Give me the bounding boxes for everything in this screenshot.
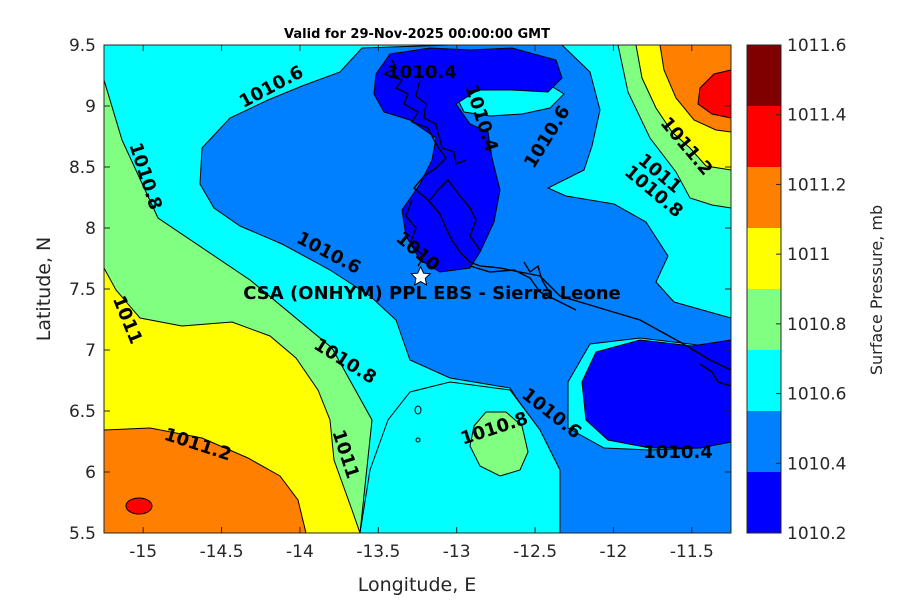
x-tick-label: -15 (129, 542, 157, 562)
coastline (382, 59, 731, 387)
y-axis-label: Latitude, N (33, 237, 55, 342)
x-tick-label: -13 (443, 542, 471, 562)
y-tick-label: 7 (85, 341, 96, 361)
island-1 (414, 405, 422, 415)
y-tick-label: 8.5 (69, 158, 96, 178)
y-tick-label: 7.5 (69, 280, 96, 300)
colorbar-tick-label: 1011.6 (787, 36, 846, 56)
x-axis-ticks: -15 -14.5 -14 -13.5 -13 -12.5 -12 -11.5 (129, 45, 714, 562)
x-tick-label: -14 (286, 542, 314, 562)
colorbar-swatch (747, 472, 781, 533)
colorbar-swatch (747, 167, 781, 228)
site-marker (409, 265, 432, 286)
band-1011.2-sw (104, 427, 307, 533)
colorbar: 1011.6 1011.4 1011.2 1011 1010.8 1010.6 1010.4… (746, 36, 846, 544)
band-1010.2-se (581, 339, 731, 449)
colorbar-tick-label: 1010.2 (787, 524, 846, 544)
colorbar-tick-label: 1010.6 (787, 385, 846, 405)
colorbar-tick-label: 1010.8 (787, 315, 846, 335)
x-tick-label: -13.5 (356, 542, 400, 562)
map-title: Valid for 29-Nov-2025 00:00:00 GMT (284, 27, 550, 42)
y-tick-label: 6 (85, 463, 96, 483)
y-tick-label: 9.5 (69, 36, 96, 56)
colorbar-label: Surface Pressure, mb (867, 205, 886, 375)
band-1011.4-ne (697, 69, 731, 119)
x-tick-label: -14.5 (200, 542, 244, 562)
x-axis-label: Longitude, E (358, 574, 477, 596)
colorbar-tick-label: 1011 (787, 245, 830, 265)
y-axis-ticks: 9.5 9 8.5 8 7.5 7 6.5 6 5.5 (69, 36, 731, 544)
contour-label-c17: 1010.4 (643, 442, 712, 463)
colorbar-swatch (747, 289, 781, 350)
colorbar-swatch (747, 45, 781, 106)
x-tick-label: -12.5 (513, 542, 557, 562)
colorbar-tick-label: 1011.2 (787, 175, 846, 195)
site-label: CSA (ONHYM) PPL EBS - Sierra Leone (243, 283, 620, 304)
colorbar-swatch (747, 228, 781, 289)
y-tick-label: 6.5 (69, 402, 96, 422)
band-1010.4-central (199, 45, 731, 533)
x-tick-label: -12 (600, 542, 628, 562)
colorbar-swatch (747, 350, 781, 411)
y-tick-label: 8 (85, 219, 96, 239)
plot-area: 1010.4 1010.6 1010.4 1010.6 1010.8 1011.… (104, 45, 731, 533)
colorbar-tick-label: 1010.4 (787, 454, 846, 474)
x-tick-label: -11.5 (670, 542, 714, 562)
y-tick-label: 5.5 (69, 524, 96, 544)
colorbar-frame (746, 44, 782, 534)
band-1010.2-coast (373, 47, 563, 273)
colorbar-swatch (747, 106, 781, 167)
contour-label-c1: 1010.4 (387, 62, 456, 83)
band-1011.4-sw (125, 497, 153, 515)
y-tick-label: 9 (85, 97, 96, 117)
colorbar-swatch (747, 411, 781, 472)
colorbar-tick-label: 1011.4 (787, 106, 846, 126)
band-1010.8-south (469, 411, 529, 477)
island-2 (415, 437, 421, 443)
